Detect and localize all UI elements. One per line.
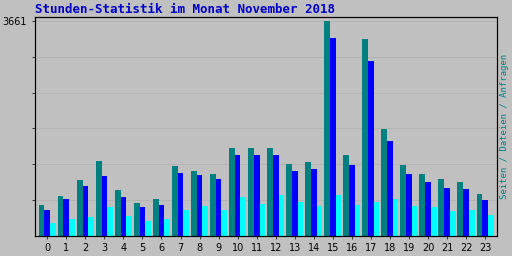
Bar <box>39 205 45 236</box>
Bar <box>267 148 273 236</box>
Bar <box>153 199 159 236</box>
Bar <box>400 165 406 236</box>
Bar <box>77 180 82 236</box>
Bar <box>210 174 216 236</box>
Bar <box>362 39 368 236</box>
Bar <box>140 207 145 236</box>
Bar <box>115 190 120 236</box>
Bar <box>126 216 132 236</box>
Bar <box>450 211 456 236</box>
Bar <box>248 148 254 236</box>
Bar <box>216 179 222 236</box>
Bar <box>477 194 482 236</box>
Bar <box>107 207 113 236</box>
Bar <box>393 199 398 236</box>
Bar <box>235 155 241 236</box>
Y-axis label: Seiten / Dateien / Anfragen: Seiten / Dateien / Anfragen <box>500 54 509 199</box>
Bar <box>349 165 355 236</box>
Bar <box>96 161 101 236</box>
Bar <box>202 206 208 236</box>
Bar <box>292 170 297 236</box>
Bar <box>368 61 374 236</box>
Bar <box>273 155 279 236</box>
Bar <box>101 176 107 236</box>
Bar <box>425 182 431 236</box>
Bar <box>374 202 379 236</box>
Bar <box>458 182 463 236</box>
Bar <box>438 179 444 236</box>
Bar <box>343 155 349 236</box>
Bar <box>355 205 360 236</box>
Text: Stunden-Statistik im Monat November 2018: Stunden-Statistik im Monat November 2018 <box>35 3 335 16</box>
Bar <box>286 164 292 236</box>
Bar <box>222 210 227 236</box>
Bar <box>159 205 164 236</box>
Bar <box>120 197 126 236</box>
Bar <box>297 202 303 236</box>
Bar <box>134 203 140 236</box>
Bar <box>316 206 323 236</box>
Bar <box>406 174 412 236</box>
Bar <box>463 189 469 236</box>
Bar <box>260 204 265 236</box>
Bar <box>254 155 260 236</box>
Bar <box>419 174 425 236</box>
Bar <box>412 206 417 236</box>
Bar <box>172 166 178 236</box>
Bar <box>387 141 393 236</box>
Bar <box>330 38 336 236</box>
Bar <box>431 207 437 236</box>
Bar <box>229 148 235 236</box>
Bar <box>178 173 183 236</box>
Bar <box>145 221 151 236</box>
Bar <box>324 21 330 236</box>
Bar <box>191 171 197 236</box>
Bar <box>311 169 316 236</box>
Bar <box>469 210 475 236</box>
Bar <box>488 215 494 236</box>
Bar <box>197 175 202 236</box>
Bar <box>381 129 387 236</box>
Bar <box>88 217 94 236</box>
Bar <box>63 199 69 236</box>
Bar <box>50 223 56 236</box>
Bar <box>69 219 75 236</box>
Bar <box>241 197 246 236</box>
Bar <box>336 195 342 236</box>
Bar <box>305 162 311 236</box>
Bar <box>45 210 50 236</box>
Bar <box>482 200 488 236</box>
Bar <box>444 188 450 236</box>
Bar <box>183 210 189 236</box>
Bar <box>82 186 88 236</box>
Bar <box>58 196 63 236</box>
Bar <box>279 195 284 236</box>
Bar <box>164 219 170 236</box>
